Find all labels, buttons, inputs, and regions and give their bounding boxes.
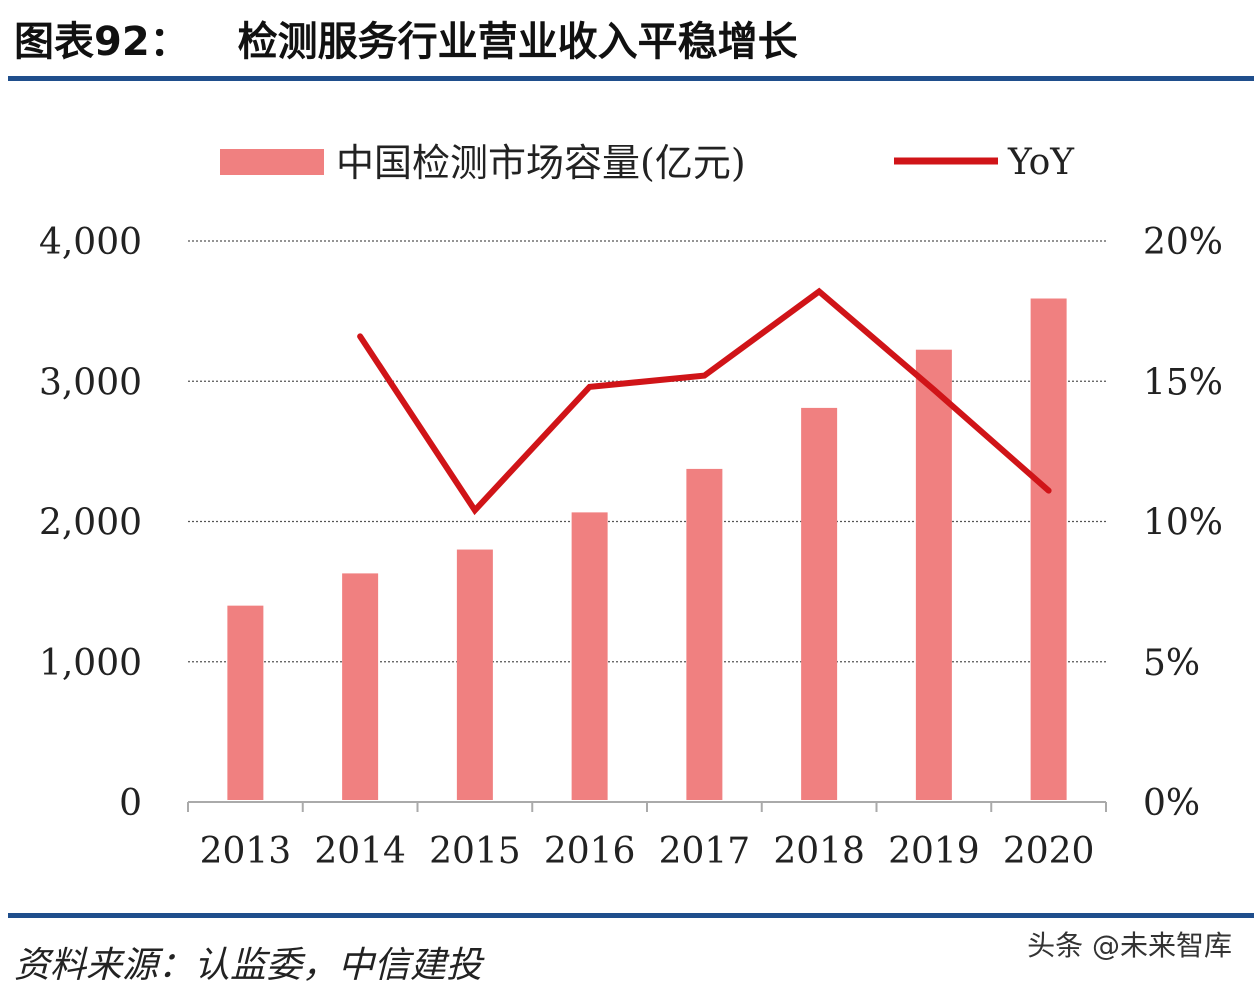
footer-rule [8, 913, 1254, 918]
source-note: 资料来源：认监委，中信建投 [14, 945, 483, 986]
x-axis-tick-label: 2019 [888, 831, 980, 872]
x-axis-tick-label: 2018 [773, 831, 865, 872]
x-axis-tick-label: 2014 [314, 831, 406, 872]
line-series [357, 287, 1052, 516]
legend: 中国检测市场容量(亿元) YoY [220, 141, 1075, 185]
figure-number: 图表92： [14, 19, 190, 65]
right-axis-tick-label: 15% [1143, 362, 1223, 403]
bar [456, 549, 493, 800]
legend-line-label: YoY [1007, 142, 1075, 183]
bar-series [227, 298, 1067, 800]
legend-bar-label: 中国检测市场容量(亿元) [336, 141, 746, 185]
bar [342, 573, 379, 800]
bar [1030, 298, 1067, 800]
combo-chart: 0 1,000 2,000 3,000 4,000 0% 5% 10% 15% 20% 2013 20… [39, 141, 1223, 872]
left-axis-tick-label: 0 [119, 783, 142, 824]
left-axis-tick-label: 1,000 [39, 643, 142, 684]
left-axis-tick-label: 3,000 [39, 362, 142, 403]
x-axis-tick-label: 2015 [429, 831, 521, 872]
bar [801, 407, 838, 800]
right-axis-tick-label: 20% [1143, 222, 1223, 263]
left-axis-tick-label: 4,000 [39, 222, 142, 263]
grid-lines [188, 240, 1106, 663]
x-axis-tick-label: 2017 [659, 831, 751, 872]
x-axis-tick-label: 2016 [544, 831, 636, 872]
legend-bar-swatch [220, 149, 324, 175]
figure-title: 图表92： 检测服务行业营业收入平稳增长 [14, 6, 798, 70]
header-rule [8, 76, 1254, 81]
bar [571, 512, 608, 800]
bar [915, 349, 952, 800]
bar [686, 468, 723, 800]
tick-labels: 0 1,000 2,000 3,000 4,000 0% 5% 10% 15% 20% 2013 20… [39, 222, 1223, 872]
x-axis-tick-label: 2013 [200, 831, 292, 872]
bar [227, 605, 264, 800]
right-axis-tick-label: 10% [1143, 503, 1223, 544]
left-axis-tick-label: 2,000 [39, 503, 142, 544]
x-axis-tick-label: 2020 [1003, 831, 1095, 872]
right-axis-tick-label: 0% [1143, 783, 1200, 824]
axes [187, 801, 1107, 812]
watermark: 头条 @未来智库 [1027, 929, 1232, 962]
right-axis-tick-label: 5% [1143, 643, 1200, 684]
figure-heading: 检测服务行业营业收入平稳增长 [237, 19, 798, 65]
